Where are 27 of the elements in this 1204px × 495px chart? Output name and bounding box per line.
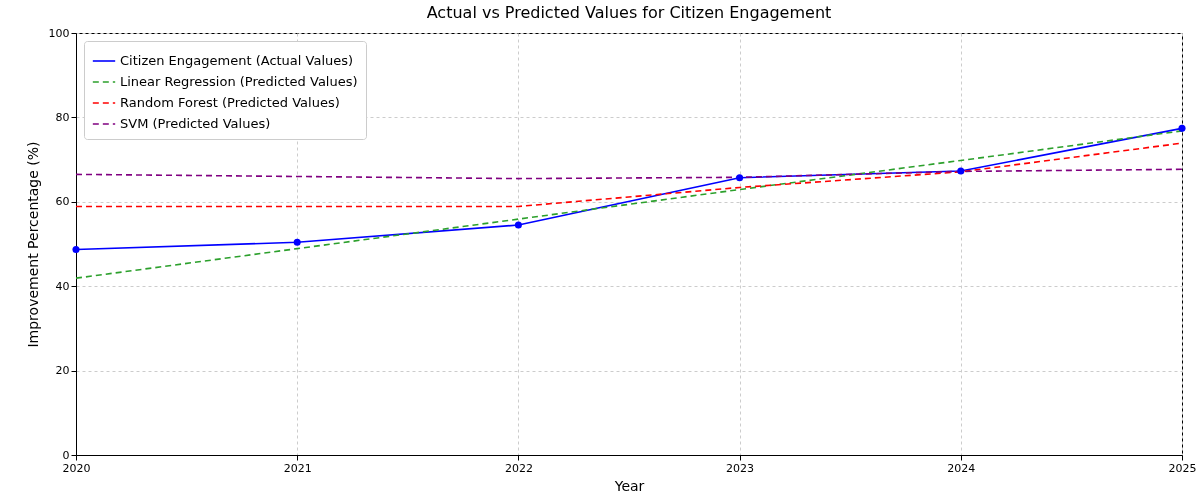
y-tick-label: 20	[55, 364, 70, 378]
legend-label: Linear Regression (Predicted Values)	[120, 74, 358, 89]
point	[957, 167, 965, 175]
point	[514, 221, 522, 229]
point	[72, 245, 80, 254]
point	[293, 238, 301, 246]
x-tick-label: 2024	[947, 461, 976, 475]
legend-label: Citizen Engagement (Actual Values)	[120, 53, 354, 68]
point	[1178, 124, 1186, 132]
line-series	[76, 142, 1182, 208]
x-tick-label: 2025	[1168, 461, 1197, 475]
line-series	[76, 168, 1182, 180]
x-axis-title: Year	[613, 477, 645, 494]
legend-label: Random Forest (Predicted Values)	[120, 95, 340, 110]
x-tick-label: 2021	[283, 461, 312, 475]
x-tick-label: 2020	[62, 461, 91, 475]
y-axis-title: Improvement Percentage (%)	[24, 141, 41, 348]
y-tick-label: 60	[55, 195, 70, 209]
point	[736, 174, 744, 182]
chart-title: Actual vs Predicted Values for Citizen Engagement	[426, 3, 832, 22]
x-tick-label: 2022	[504, 461, 533, 475]
y-tick-label: 80	[55, 110, 70, 124]
legend-label: SVM (Predicted Values)	[120, 116, 271, 131]
y-tick-label: 40	[55, 279, 70, 293]
y-tick-label: 0	[62, 448, 70, 462]
y-tick-label: 100	[48, 26, 70, 40]
x-tick-label: 2023	[726, 461, 755, 475]
